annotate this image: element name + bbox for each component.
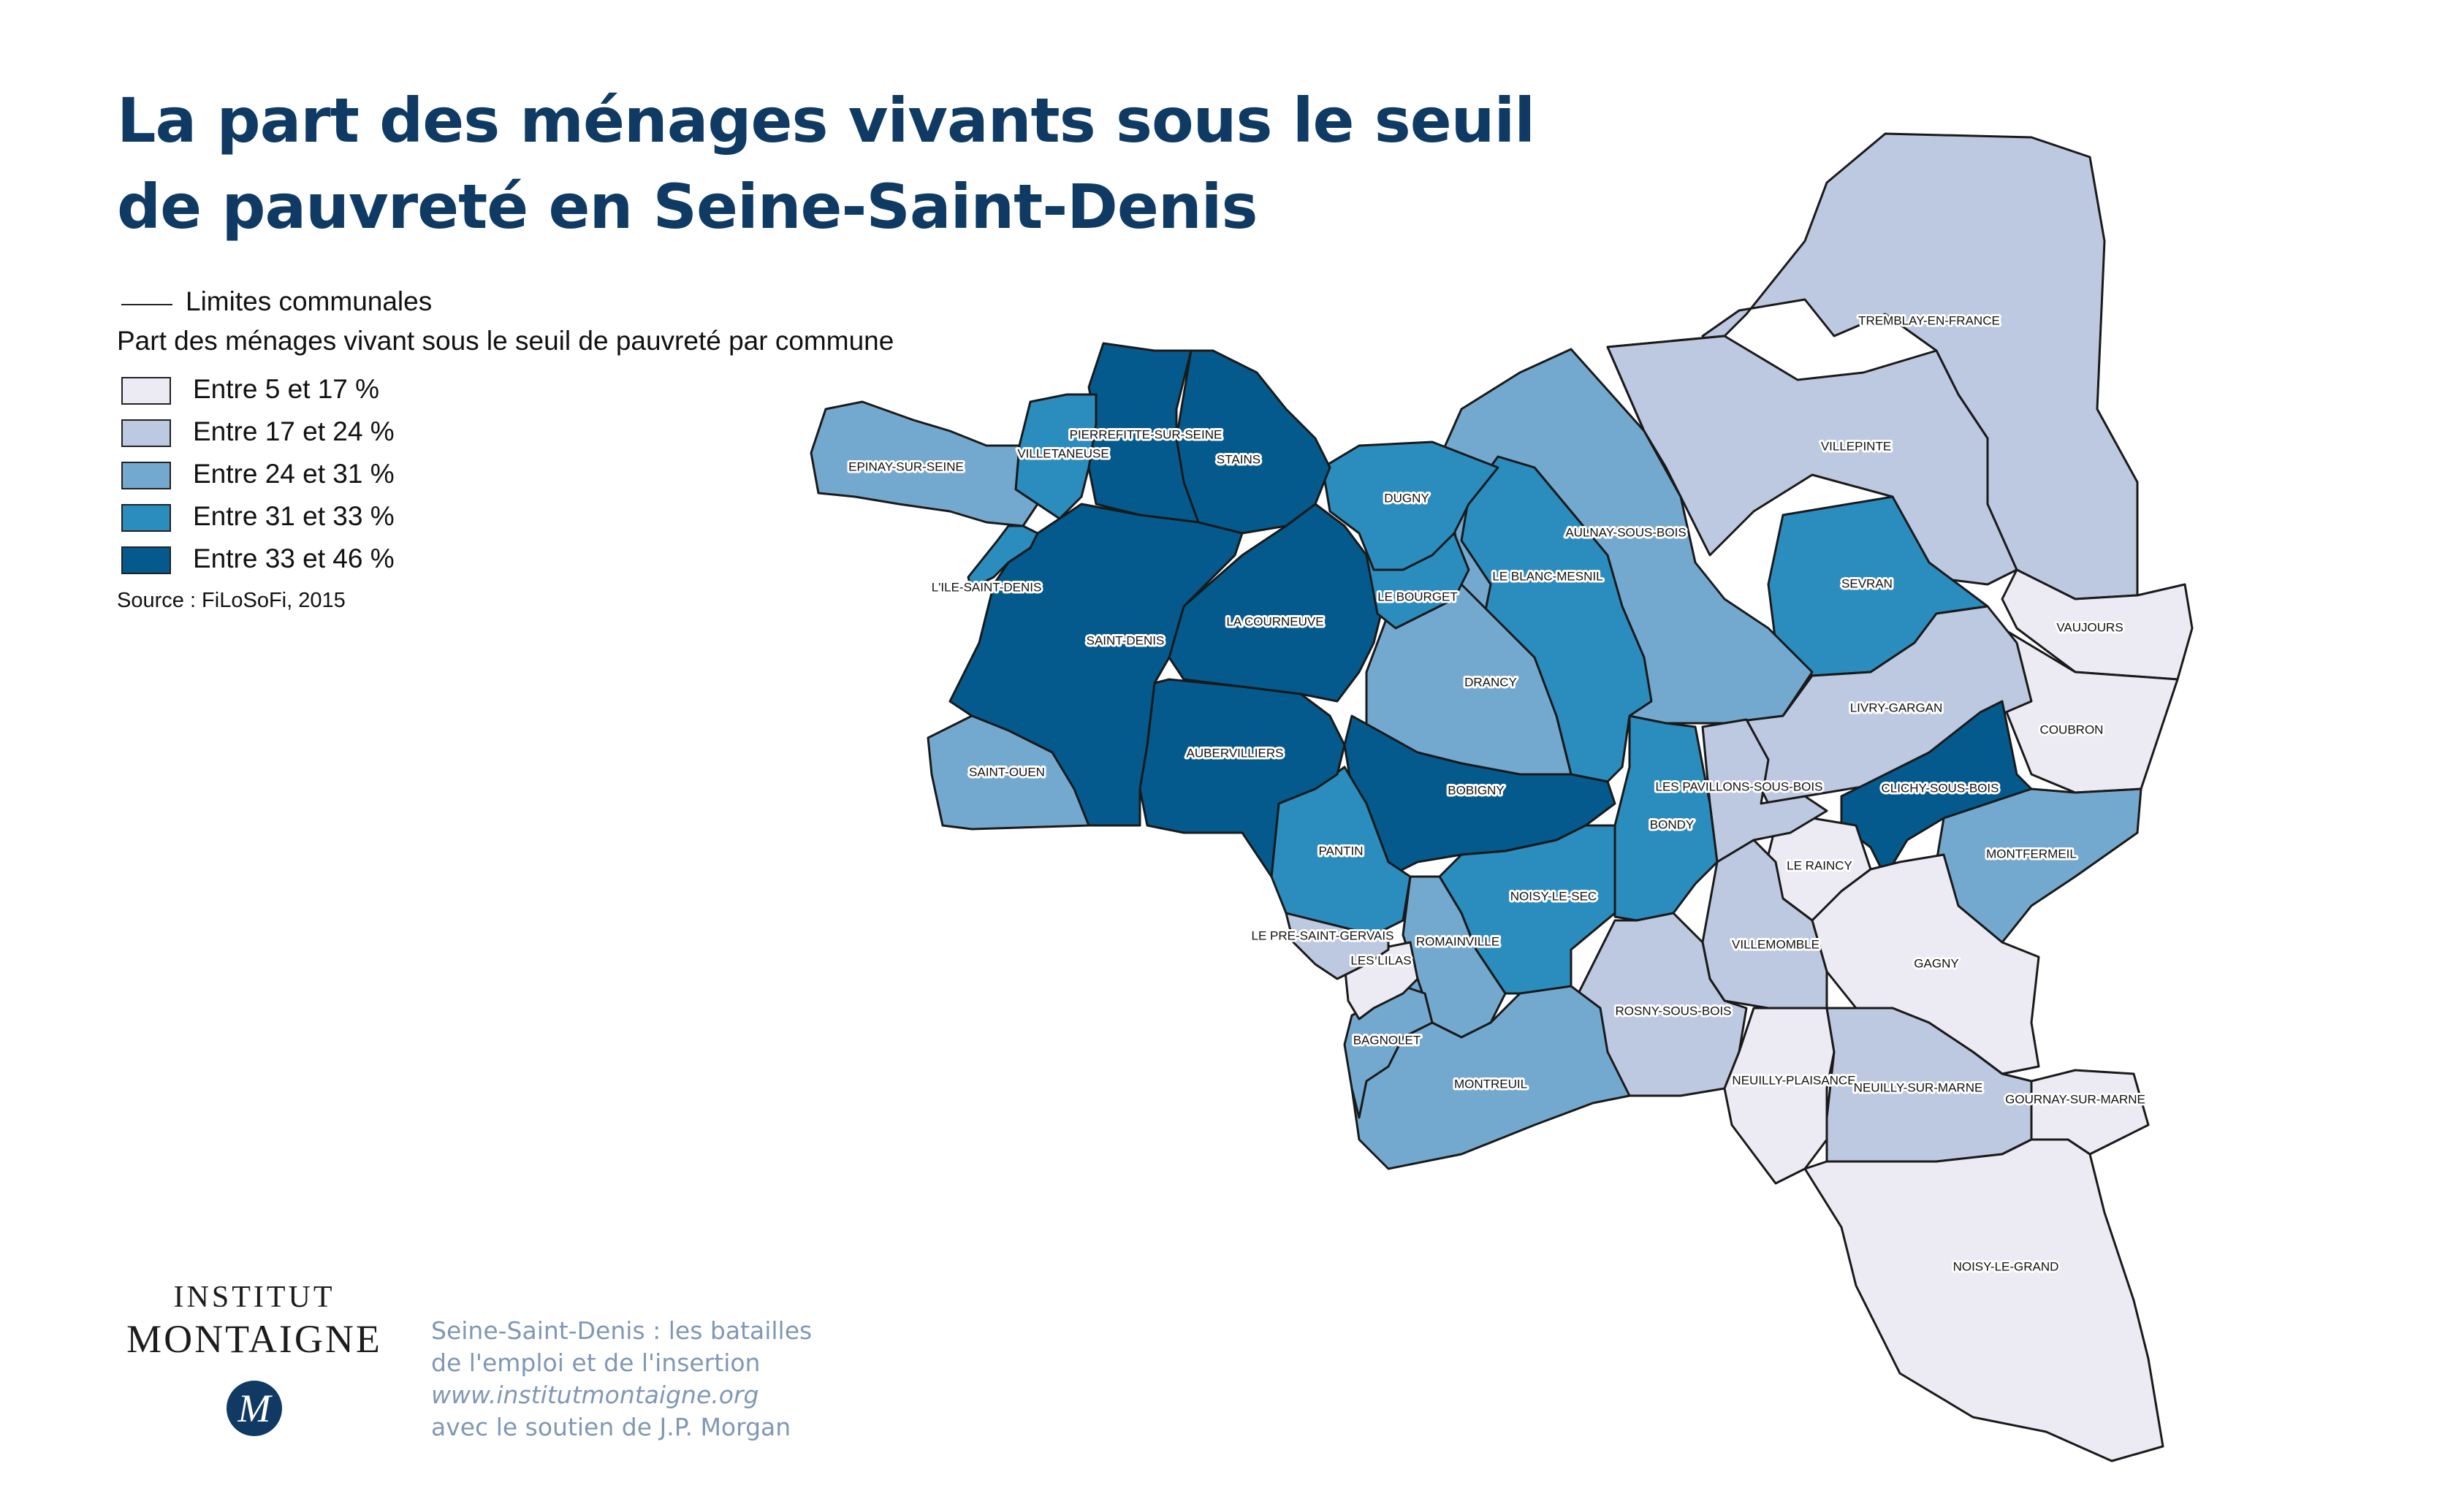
commune-label-clichy-sous-bois: CLICHY-SOUS-BOIS bbox=[1882, 781, 1999, 795]
commune-label-noisy-le-sec: NOISY-LE-SEC bbox=[1510, 889, 1597, 903]
commune-label-aubervilliers: AUBERVILLIERS bbox=[1187, 746, 1284, 760]
footer-line-2: de l'emploi et de l'insertion bbox=[431, 1348, 761, 1377]
legend-swatch bbox=[121, 546, 171, 574]
legend-class-row: Entre 24 et 31 % bbox=[117, 457, 994, 500]
footer-line-4: avec le soutien de J.P. Morgan bbox=[431, 1413, 791, 1441]
legend-boundary-row: Limites communales bbox=[117, 286, 994, 321]
commune-label-livry-gargan: LIVRY-GARGAN bbox=[1850, 701, 1943, 714]
logo-line-1: INSTITUT bbox=[173, 1281, 335, 1314]
commune-label-bagnolet: BAGNOLET bbox=[1353, 1033, 1421, 1047]
commune-label-neuilly-sur-marne: NEUILLY-SUR-MARNE bbox=[1854, 1080, 1983, 1094]
legend-class-label: Entre 17 et 24 % bbox=[193, 416, 395, 446]
legend-swatch bbox=[121, 377, 171, 405]
legend-classes: Entre 5 et 17 % Entre 17 et 24 % Entre 2… bbox=[117, 373, 994, 584]
legend-swatch bbox=[121, 462, 171, 489]
commune-label-aulnay-sous-bois: AULNAY-SOUS-BOIS bbox=[1565, 525, 1686, 539]
commune-label-dugny: DUGNY bbox=[1384, 491, 1429, 505]
commune-label-la-courneuve: LA COURNEUVE bbox=[1226, 614, 1323, 628]
legend-class-label: Entre 24 et 31 % bbox=[193, 459, 395, 489]
commune-stains bbox=[1175, 349, 1331, 535]
legend-swatch bbox=[121, 419, 171, 447]
logo-line-2: MONTAIGNE bbox=[126, 1317, 382, 1361]
legend-class-label: Entre 31 et 33 % bbox=[193, 501, 395, 531]
commune-label-vaujours: VAUJOURS bbox=[2056, 620, 2123, 634]
commune-label-bondy: BONDY bbox=[1650, 817, 1694, 831]
commune-label-l-ile-saint-denis: L'ILE-SAINT-DENIS bbox=[932, 580, 1042, 594]
legend-boundary-label: Limites communales bbox=[186, 286, 433, 316]
commune-dugny bbox=[1321, 440, 1499, 571]
legend-heading: Part des ménages vivant sous le seuil de… bbox=[117, 326, 894, 356]
footer-url-link[interactable]: www.institutmontaigne.org bbox=[431, 1381, 759, 1409]
logo-seal-icon: M bbox=[227, 1381, 282, 1436]
source-note: Source : FiLoSoFi, 2015 bbox=[117, 589, 346, 612]
legend-class-row: Entre 31 et 33 % bbox=[117, 500, 994, 542]
commune-bondy bbox=[1613, 714, 1719, 922]
commune-labels: TREMBLAY-EN-FRANCE VILLEPINTE VAUJOURS COUB… bbox=[846, 311, 2148, 1275]
commune-label-gournay-sur-marne: GOURNAY-SUR-MARNE bbox=[2005, 1092, 2145, 1106]
legend-class-row: Entre 33 et 46 % bbox=[117, 542, 994, 584]
commune-label-noisy-le-grand: NOISY-LE-GRAND bbox=[1953, 1259, 2059, 1273]
commune-label-le-bourget: LE BOURGET bbox=[1377, 590, 1458, 603]
commune-neuilly-plaisance bbox=[1723, 1007, 1836, 1185]
commune-label-le-pre-saint-gervais: LE PRE-SAINT-GERVAIS bbox=[1252, 928, 1394, 942]
legend-class-row: Entre 5 et 17 % bbox=[117, 373, 994, 415]
commune-label-gagny: GAGNY bbox=[1914, 956, 1958, 970]
commune-vaujours bbox=[2001, 568, 2194, 681]
commune-label-villemomble: VILLEMOMBLE bbox=[1732, 937, 1820, 951]
commune-label-epinay-sur-seine: EPINAY-SUR-SEINE bbox=[848, 459, 964, 473]
commune-label-bobigny: BOBIGNY bbox=[1448, 783, 1504, 797]
legend-class-label: Entre 33 et 46 % bbox=[193, 543, 395, 573]
commune-label-saint-denis: SAINT-DENIS bbox=[1087, 633, 1165, 647]
commune-saint-denis bbox=[948, 503, 1244, 827]
legend-class-label: Entre 5 et 17 % bbox=[193, 374, 380, 404]
commune-epinay-sur-seine bbox=[810, 400, 1039, 527]
commune-label-drancy: DRANCY bbox=[1464, 675, 1517, 689]
commune-label-les-lilas: LES LILAS bbox=[1350, 953, 1411, 967]
commune-label-le-blanc-mesnil: LE BLANC-MESNIL bbox=[1492, 569, 1602, 583]
commune-label-rosny-sous-bois: ROSNY-SOUS-BOIS bbox=[1615, 1004, 1731, 1018]
commune-label-montreuil: MONTREUIL bbox=[1454, 1077, 1527, 1091]
commune-label-tremblay-en-france: TREMBLAY-EN-FRANCE bbox=[1858, 313, 2000, 327]
legend-class-row: Entre 17 et 24 % bbox=[117, 415, 994, 457]
commune-label-montfermeil: MONTFERMEIL bbox=[1986, 847, 2077, 861]
commune-label-sevran: SEVRAN bbox=[1841, 576, 1893, 590]
commune-regions bbox=[810, 132, 2194, 1462]
commune-label-romainville: ROMAINVILLE bbox=[1416, 934, 1499, 948]
commune-noisy-le-grand bbox=[1803, 1138, 2164, 1462]
footer-line-1: Seine-Saint-Denis : les batailles bbox=[431, 1316, 813, 1345]
page-title: La part des ménages vivants sous le seui… bbox=[117, 77, 1651, 250]
footer-credits: Seine-Saint-Denis : les batailles de l'e… bbox=[431, 1315, 812, 1443]
commune-le-blanc-mesnil bbox=[1460, 455, 1653, 783]
commune-label-stains: STAINS bbox=[1217, 452, 1260, 466]
boundary-line-symbol bbox=[121, 304, 172, 305]
commune-label-pantin: PANTIN bbox=[1318, 844, 1363, 858]
legend-swatch bbox=[121, 504, 171, 532]
commune-label-villepinte: VILLEPINTE bbox=[1821, 439, 1891, 453]
commune-villepinte bbox=[1606, 335, 2018, 586]
institut-montaigne-logo: INSTITUT MONTAIGNE M bbox=[115, 1278, 393, 1436]
title-line-2: de pauvreté en Seine-Saint-Denis bbox=[117, 171, 1258, 243]
commune-pantin bbox=[1270, 766, 1412, 936]
commune-label-les-pavillons-sous-bois: LES PAVILLONS-SOUS-BOIS bbox=[1656, 779, 1823, 793]
commune-label-saint-ouen: SAINT-OUEN bbox=[969, 765, 1045, 779]
commune-saint-ouen bbox=[927, 714, 1090, 831]
commune-label-neuilly-plaisance: NEUILLY-PLAISANCE bbox=[1732, 1073, 1855, 1087]
title-line-1: La part des ménages vivants sous le seui… bbox=[117, 85, 1535, 156]
commune-label-villetaneuse: VILLETANEUSE bbox=[1017, 446, 1109, 460]
map-legend: Limites communales Part des ménages viva… bbox=[117, 286, 994, 613]
commune-label-coubron: COUBRON bbox=[2040, 722, 2104, 736]
commune-label-le-raincy: LE RAINCY bbox=[1787, 858, 1852, 872]
commune-label-pierrefitte-sur-seine: PIERREFITTE-SUR-SEINE bbox=[1070, 427, 1223, 441]
commune-l-ile-saint-denis bbox=[967, 524, 1039, 593]
